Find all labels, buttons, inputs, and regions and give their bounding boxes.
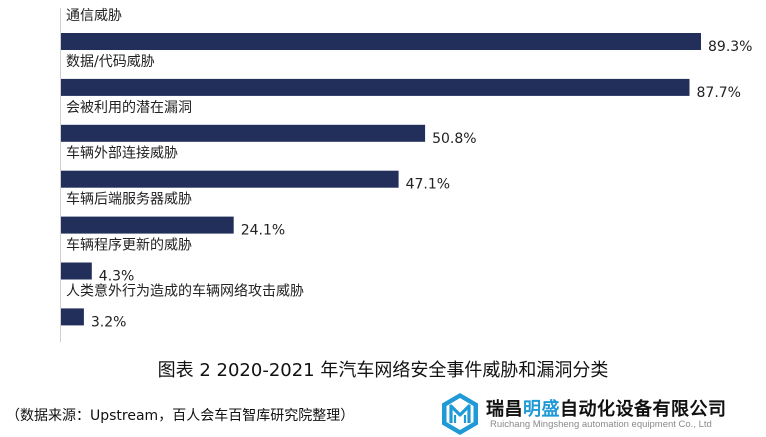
category-label: 车辆程序更新的威胁	[66, 237, 192, 254]
value-label: 87.7%	[697, 85, 741, 101]
value-label: 3.2%	[91, 314, 127, 330]
company-name-highlight: 明盛	[523, 399, 560, 420]
bar	[61, 78, 690, 96]
category-label: 人类意外行为造成的车辆网络攻击威胁	[66, 282, 304, 299]
bar-chart: 通信威胁 89.3% 数据/代码威胁 87.7% 会被利用的潜在漏洞 50.8% 车辆外部连…	[60, 8, 752, 342]
company-logo: 瑞昌明盛自动化设备有限公司 Ruichang Mingsheng automat…	[440, 392, 766, 437]
rm-logo-icon	[442, 393, 478, 435]
value-label: 4.3%	[99, 269, 135, 285]
company-english-name: Ruichang Mingsheng automation equipment …	[490, 419, 712, 430]
value-label: 50.8%	[432, 131, 476, 147]
bar	[61, 262, 92, 280]
company-name: 瑞昌明盛自动化设备有限公司	[486, 395, 727, 421]
bar	[61, 124, 426, 142]
figure-caption: 图表 2 2020-2021 年汽车网络安全事件威胁和漏洞分类	[157, 360, 609, 381]
category-label: 通信威胁	[66, 8, 122, 24]
category-label: 车辆后端服务器威胁	[66, 191, 192, 208]
bar	[61, 170, 399, 188]
company-name-part1: 瑞昌	[486, 399, 523, 420]
value-label: 89.3%	[708, 39, 752, 55]
data-source-note: （数据来源：Upstream，百人会车百智库研究院整理）	[6, 408, 355, 424]
category-label: 数据/代码威胁	[66, 54, 155, 70]
bar	[61, 308, 84, 326]
value-label: 47.1%	[406, 177, 450, 193]
category-label: 车辆外部连接威胁	[66, 145, 178, 162]
category-label: 会被利用的潜在漏洞	[66, 100, 192, 116]
value-label: 24.1%	[241, 223, 285, 239]
company-name-part2: 自动化设备有限公司	[560, 399, 727, 420]
bar	[61, 216, 234, 234]
bar	[61, 33, 701, 50]
